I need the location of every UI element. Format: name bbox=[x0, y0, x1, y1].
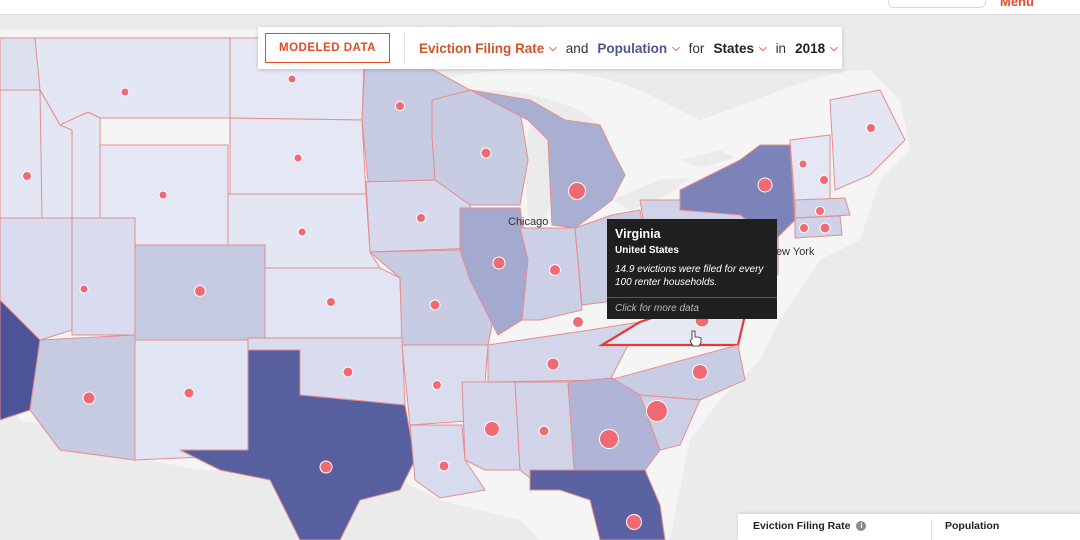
population-circle[interactable] bbox=[293, 153, 303, 163]
divider bbox=[607, 297, 777, 298]
lake-michigan bbox=[524, 120, 552, 230]
state-texas[interactable] bbox=[179, 349, 416, 540]
population-circle[interactable] bbox=[326, 297, 336, 307]
population-circle[interactable] bbox=[484, 421, 500, 437]
population-circle[interactable] bbox=[546, 357, 560, 371]
year-dropdown[interactable]: 2018 ⌵ bbox=[795, 41, 838, 56]
divider bbox=[931, 519, 932, 540]
top-navigation-bar: Menu bbox=[0, 0, 1080, 15]
state-maine[interactable] bbox=[829, 89, 906, 191]
conjunction-and: and bbox=[565, 40, 589, 56]
population-circle[interactable] bbox=[342, 366, 354, 378]
city-label-new-york: New York bbox=[768, 246, 815, 258]
population-circle[interactable] bbox=[480, 147, 492, 159]
chevron-down-icon: ⌵ bbox=[549, 42, 557, 54]
population-circle[interactable] bbox=[432, 380, 442, 390]
state-new-mexico[interactable] bbox=[134, 339, 249, 461]
population-circle[interactable] bbox=[429, 299, 441, 311]
population-circle[interactable] bbox=[568, 182, 586, 200]
state-vermont-nh[interactable] bbox=[789, 134, 831, 206]
population-circle[interactable] bbox=[757, 177, 773, 193]
population-circle[interactable] bbox=[549, 264, 561, 276]
state-illinois[interactable] bbox=[459, 207, 529, 336]
region-type-label: States bbox=[713, 40, 754, 56]
population-circle[interactable] bbox=[183, 387, 195, 399]
population-circle[interactable] bbox=[819, 222, 831, 234]
conjunction-for: for bbox=[688, 40, 705, 56]
population-circle[interactable] bbox=[287, 74, 297, 84]
conjunction-in: in bbox=[775, 40, 787, 56]
population-circle[interactable] bbox=[572, 316, 584, 328]
population-circle[interactable] bbox=[599, 429, 619, 449]
population-circle[interactable] bbox=[866, 123, 876, 133]
population-circle[interactable] bbox=[120, 87, 130, 97]
population-circle[interactable] bbox=[646, 400, 668, 422]
population-circle[interactable] bbox=[79, 284, 89, 294]
tooltip-description: 14.9 evictions were filed for every 100 … bbox=[615, 264, 764, 288]
population-circle[interactable] bbox=[626, 514, 642, 530]
population-circle[interactable] bbox=[438, 460, 450, 472]
region-type-dropdown[interactable]: States ⌵ bbox=[713, 41, 766, 56]
metric-primary-label: Eviction Filing Rate bbox=[418, 40, 545, 56]
tooltip-subtitle: United States bbox=[615, 245, 679, 256]
population-circle[interactable] bbox=[297, 227, 307, 237]
state-utah[interactable] bbox=[71, 217, 136, 336]
legend-rate: Eviction Filing Rate i bbox=[753, 520, 867, 532]
metric-secondary-label: Population bbox=[597, 40, 668, 56]
state-nevada[interactable] bbox=[0, 217, 73, 341]
population-circle[interactable] bbox=[319, 460, 333, 474]
chevron-down-icon: ⌵ bbox=[672, 42, 680, 54]
population-circle[interactable] bbox=[82, 391, 96, 405]
chevron-down-icon: ⌵ bbox=[830, 42, 838, 54]
year-label: 2018 bbox=[795, 40, 826, 56]
state-idaho[interactable] bbox=[39, 89, 73, 221]
population-circle[interactable] bbox=[416, 213, 426, 223]
city-label-chicago: Chicago bbox=[508, 216, 548, 228]
population-circle[interactable] bbox=[798, 159, 808, 169]
population-circle[interactable] bbox=[158, 190, 168, 200]
population-circle[interactable] bbox=[22, 171, 32, 181]
state-kentucky-tn[interactable] bbox=[487, 321, 641, 383]
state-louisiana[interactable] bbox=[409, 424, 486, 499]
pointer-cursor-icon bbox=[689, 330, 702, 347]
state-michigan[interactable] bbox=[469, 89, 626, 229]
search-pill[interactable] bbox=[888, 0, 986, 8]
query-bar: MODELED DATA Eviction Filing Rate ⌵ and … bbox=[258, 27, 842, 69]
lake-ontario bbox=[680, 150, 735, 168]
legend-population-label: Population bbox=[945, 520, 1000, 532]
state-montana[interactable] bbox=[34, 37, 231, 126]
population-circle[interactable] bbox=[815, 206, 825, 216]
divider bbox=[403, 33, 405, 63]
state-tooltip[interactable]: Virginia United States 14.9 evictions we… bbox=[607, 219, 777, 319]
population-circle[interactable] bbox=[819, 175, 829, 185]
map-legend: Eviction Filing Rate i Population bbox=[738, 514, 1080, 540]
info-icon[interactable]: i bbox=[856, 521, 867, 531]
state-connecticut-ri[interactable] bbox=[794, 215, 843, 239]
tooltip-title: Virginia bbox=[615, 227, 661, 241]
legend-rate-label: Eviction Filing Rate bbox=[753, 520, 851, 532]
menu-link[interactable]: Menu bbox=[1000, 0, 1034, 9]
population-circle[interactable] bbox=[692, 364, 708, 380]
tooltip-more-data-link[interactable]: Click for more data bbox=[615, 303, 699, 314]
lake-erie bbox=[612, 178, 690, 210]
metric-primary-dropdown[interactable]: Eviction Filing Rate ⌵ bbox=[419, 41, 557, 56]
chevron-down-icon: ⌵ bbox=[758, 42, 767, 54]
population-circle[interactable] bbox=[395, 101, 405, 111]
population-circle[interactable] bbox=[799, 223, 809, 233]
state-arizona[interactable] bbox=[29, 334, 136, 461]
modeled-data-button[interactable]: MODELED DATA bbox=[265, 33, 390, 63]
metric-secondary-dropdown[interactable]: Population ⌵ bbox=[597, 41, 679, 56]
population-circle[interactable] bbox=[194, 285, 206, 297]
population-circle[interactable] bbox=[492, 256, 506, 270]
population-circle[interactable] bbox=[538, 425, 550, 437]
